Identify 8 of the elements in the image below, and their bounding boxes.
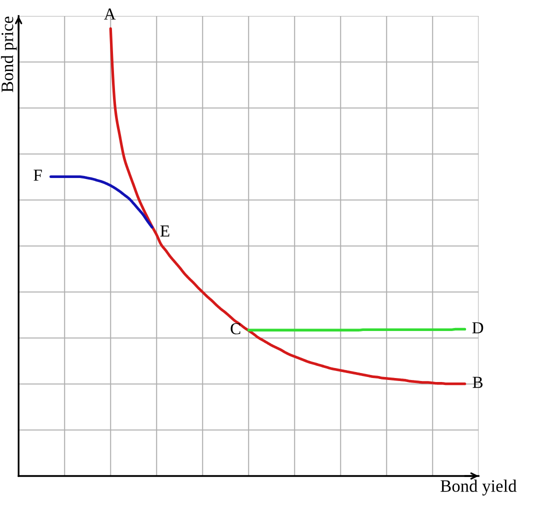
annotation: F [34, 170, 42, 181]
annotation: C [230, 323, 240, 334]
annotation: E [160, 226, 170, 236]
annotation: B [472, 376, 483, 388]
annotation: D [472, 322, 484, 334]
y-axis-title: Bond price [1, 16, 17, 92]
text: A [104, 8, 116, 20]
x-axis-title: Bond yield [440, 480, 517, 496]
